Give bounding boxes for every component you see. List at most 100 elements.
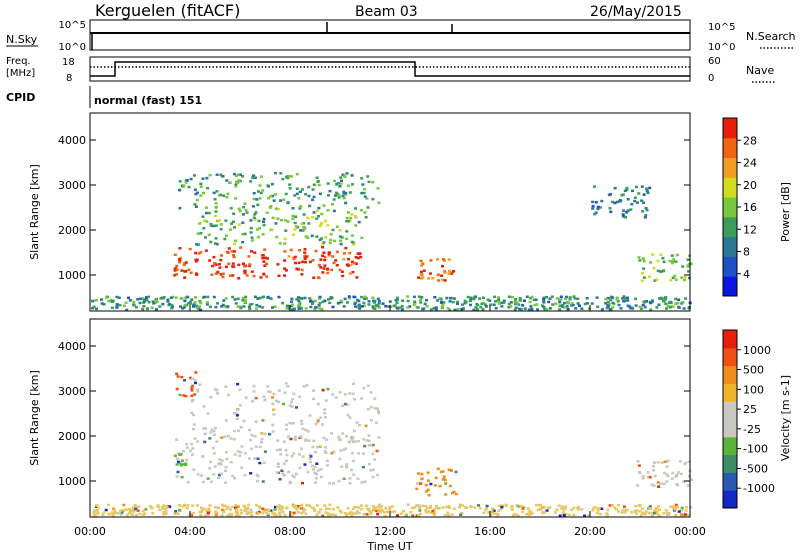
data-cell <box>238 305 242 308</box>
data-cell <box>363 444 367 448</box>
data-cell <box>432 512 436 515</box>
data-cell <box>308 457 312 460</box>
data-cell <box>212 473 216 476</box>
data-cell <box>228 508 232 511</box>
data-cell <box>634 512 638 515</box>
data-cell <box>296 297 300 301</box>
data-cell <box>317 263 321 267</box>
data-cell <box>316 469 320 472</box>
data-cell <box>226 434 230 438</box>
data-cell <box>251 205 255 208</box>
data-cell <box>265 511 268 514</box>
data-cell <box>367 444 371 447</box>
data-cell <box>669 305 673 309</box>
data-cell <box>96 512 100 515</box>
data-cell <box>282 474 286 477</box>
data-cell <box>534 298 538 301</box>
data-cell <box>289 511 293 514</box>
data-cell <box>284 219 288 222</box>
data-cell <box>249 438 252 442</box>
data-cell <box>209 222 213 226</box>
data-cell <box>560 505 564 508</box>
data-cell <box>336 506 340 509</box>
data-cell <box>224 465 228 469</box>
data-cell <box>323 219 327 223</box>
data-cell <box>331 393 335 396</box>
station-title: Kerguelen (fitACF) <box>95 1 240 20</box>
data-cell <box>622 295 626 298</box>
data-cell <box>473 295 477 298</box>
data-cell <box>571 303 575 307</box>
data-cell <box>548 307 552 310</box>
data-cell <box>559 507 563 510</box>
data-cell <box>600 199 604 203</box>
data-cell <box>184 463 188 466</box>
data-cell <box>225 250 229 254</box>
data-cell <box>215 388 219 392</box>
data-cell <box>214 513 218 517</box>
data-cell <box>274 207 278 210</box>
data-cell <box>671 259 675 263</box>
data-cell <box>369 391 373 394</box>
data-cell <box>671 305 675 308</box>
data-cell <box>438 484 442 488</box>
data-cell <box>237 263 241 267</box>
data-cell <box>202 405 206 408</box>
data-cell <box>205 513 209 517</box>
data-cell <box>448 308 452 312</box>
data-cell <box>227 262 231 265</box>
data-cell <box>196 232 200 235</box>
data-cell <box>268 390 272 394</box>
data-cell <box>311 259 315 262</box>
data-cell <box>218 266 222 269</box>
data-cell <box>366 175 370 178</box>
data-cell <box>377 409 380 413</box>
data-cell <box>517 303 521 306</box>
data-cell <box>258 461 262 465</box>
data-cell <box>265 262 269 266</box>
data-cell <box>332 209 336 213</box>
data-cell <box>563 507 567 511</box>
data-cell <box>436 299 440 302</box>
data-cell <box>309 300 312 303</box>
data-cell <box>515 504 519 507</box>
data-cell <box>461 303 464 306</box>
data-cell <box>192 303 196 306</box>
data-cell <box>346 301 349 304</box>
data-cell <box>321 242 325 246</box>
data-cell <box>173 454 177 458</box>
data-cell <box>342 448 346 451</box>
data-cell <box>295 172 299 176</box>
data-cell <box>261 480 265 483</box>
data-cell <box>497 509 501 513</box>
data-cell <box>224 469 227 473</box>
data-cell <box>395 306 399 309</box>
data-cell <box>335 264 339 267</box>
data-cell <box>663 471 666 475</box>
data-cell <box>331 255 335 258</box>
data-cell <box>671 505 675 509</box>
data-cell <box>338 391 342 394</box>
data-cell <box>299 507 303 510</box>
data-cell <box>243 474 247 477</box>
data-cell <box>429 308 433 311</box>
data-cell <box>684 509 688 512</box>
data-cell <box>606 296 610 300</box>
data-cell <box>193 188 197 191</box>
data-cell <box>444 482 448 485</box>
data-cell <box>173 253 177 256</box>
data-cell <box>136 509 140 512</box>
data-cell <box>639 307 643 310</box>
data-cell <box>216 219 219 223</box>
data-cell <box>652 510 656 513</box>
data-cell <box>373 407 377 410</box>
data-cell <box>276 462 280 465</box>
data-cell <box>413 301 417 305</box>
data-cell <box>328 241 332 245</box>
velocity-y-label: Slant Range [km] <box>28 370 41 466</box>
data-cell <box>642 267 646 270</box>
data-cell <box>190 400 194 403</box>
data-cell <box>318 445 322 448</box>
colorbar-tick-label: 12 <box>743 223 757 236</box>
